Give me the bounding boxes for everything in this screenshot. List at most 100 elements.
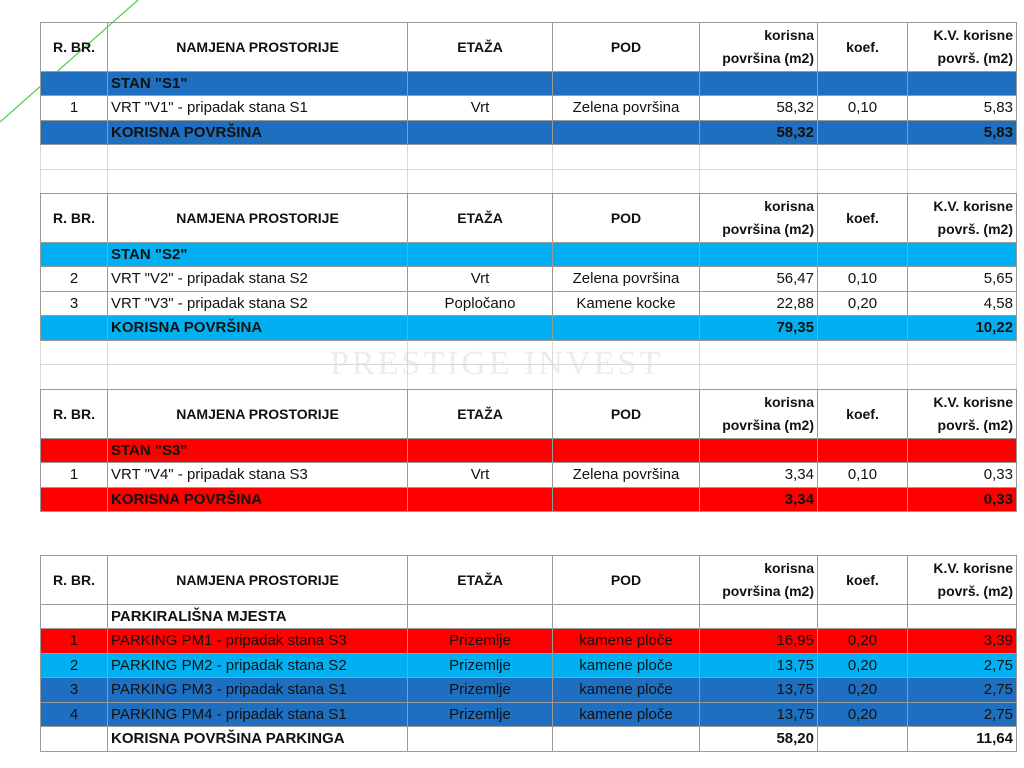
section-row bbox=[40, 605, 108, 629]
data-cell: Vrt bbox=[408, 267, 553, 292]
total-row bbox=[408, 120, 553, 145]
data-cell: Zelena površina bbox=[553, 267, 700, 292]
header-cell: POD bbox=[553, 555, 700, 605]
data-cell: VRT "V2" - pripadak stana S2 bbox=[108, 267, 408, 292]
spacer-cell bbox=[408, 145, 553, 170]
section-row bbox=[408, 439, 553, 463]
spacer-cell bbox=[818, 340, 908, 365]
spacer-cell bbox=[408, 169, 553, 194]
section-row bbox=[408, 72, 553, 96]
data-cell: VRT "V4" - pripadak stana S3 bbox=[108, 463, 408, 488]
data-cell: 1 bbox=[40, 629, 108, 654]
section-row bbox=[408, 605, 553, 629]
spacer-cell bbox=[700, 365, 818, 390]
data-cell: 0,20 bbox=[818, 653, 908, 678]
data-cell: kamene ploče bbox=[553, 629, 700, 654]
spacer-cell bbox=[700, 169, 818, 194]
section-row bbox=[408, 243, 553, 267]
data-cell: 0,20 bbox=[818, 629, 908, 654]
data-cell: kamene ploče bbox=[553, 702, 700, 727]
total-row bbox=[553, 120, 700, 145]
data-cell: 0,10 bbox=[818, 96, 908, 121]
spacer-cell bbox=[553, 145, 700, 170]
spacer-cell bbox=[408, 340, 553, 365]
spacer-cell bbox=[700, 340, 818, 365]
data-cell: Prizemlje bbox=[408, 702, 553, 727]
header-cell: koef. bbox=[818, 389, 908, 439]
header-cell: K.V. korisne površ. (m2) bbox=[908, 555, 1017, 605]
data-cell: Zelena površina bbox=[553, 96, 700, 121]
data-cell: 4,58 bbox=[908, 291, 1017, 316]
total-row: KORISNA POVRŠINA PARKINGA bbox=[108, 727, 408, 752]
section-row bbox=[908, 605, 1017, 629]
total-row: 10,22 bbox=[908, 316, 1017, 341]
header-cell: NAMJENA PROSTORIJE bbox=[108, 22, 408, 72]
data-cell: VRT "V1" - pripadak stana S1 bbox=[108, 96, 408, 121]
spacer-cell bbox=[908, 169, 1017, 194]
spacer-cell bbox=[818, 169, 908, 194]
header-cell: NAMJENA PROSTORIJE bbox=[108, 193, 408, 243]
data-cell: 13,75 bbox=[700, 702, 818, 727]
watermark: PRESTIGE INVEST bbox=[330, 345, 664, 382]
data-cell: 13,75 bbox=[700, 678, 818, 703]
header-cell: R. BR. bbox=[40, 22, 108, 72]
data-cell: 0,10 bbox=[818, 267, 908, 292]
spacer-cell bbox=[108, 365, 408, 390]
data-cell: 16,95 bbox=[700, 629, 818, 654]
header-cell: korisna površina (m2) bbox=[700, 22, 818, 72]
total-row: KORISNA POVRŠINA bbox=[108, 316, 408, 341]
spacer-cell bbox=[818, 365, 908, 390]
section-row bbox=[818, 72, 908, 96]
spacer-cell bbox=[553, 365, 700, 390]
header-cell: K.V. korisne površ. (m2) bbox=[908, 193, 1017, 243]
data-cell: 2 bbox=[40, 267, 108, 292]
total-row bbox=[40, 487, 108, 512]
spacer-cell bbox=[700, 145, 818, 170]
data-cell: 56,47 bbox=[700, 267, 818, 292]
header-cell: K.V. korisne površ. (m2) bbox=[908, 22, 1017, 72]
spacer-cell bbox=[40, 145, 108, 170]
section-row bbox=[553, 243, 700, 267]
section-row: STAN "S2" bbox=[108, 243, 408, 267]
total-row: 58,32 bbox=[700, 120, 818, 145]
header-cell: koef. bbox=[818, 22, 908, 72]
data-cell: VRT "V3" - pripadak stana S2 bbox=[108, 291, 408, 316]
header-cell: R. BR. bbox=[40, 193, 108, 243]
header-cell: POD bbox=[553, 193, 700, 243]
data-cell: Vrt bbox=[408, 463, 553, 488]
data-cell: 0,20 bbox=[818, 291, 908, 316]
total-row bbox=[40, 120, 108, 145]
total-row: 11,64 bbox=[908, 727, 1017, 752]
section-row: STAN "S1" bbox=[108, 72, 408, 96]
total-row: KORISNA POVRŠINA bbox=[108, 120, 408, 145]
data-cell: Prizemlje bbox=[408, 678, 553, 703]
data-cell: PARKING PM4 - pripadak stana S1 bbox=[108, 702, 408, 727]
section-row bbox=[700, 605, 818, 629]
header-cell: R. BR. bbox=[40, 389, 108, 439]
data-cell: Zelena površina bbox=[553, 463, 700, 488]
section-row bbox=[818, 243, 908, 267]
data-cell: PARKING PM3 - pripadak stana S1 bbox=[108, 678, 408, 703]
section-row bbox=[40, 243, 108, 267]
spacer-cell bbox=[908, 145, 1017, 170]
header-cell: R. BR. bbox=[40, 555, 108, 605]
header-cell: korisna površina (m2) bbox=[700, 193, 818, 243]
data-cell: 5,83 bbox=[908, 96, 1017, 121]
data-cell: 2,75 bbox=[908, 678, 1017, 703]
data-cell: PARKING PM1 - pripadak stana S3 bbox=[108, 629, 408, 654]
total-row bbox=[818, 120, 908, 145]
section-row bbox=[700, 72, 818, 96]
total-row: KORISNA POVRŠINA bbox=[108, 487, 408, 512]
data-cell: 3,39 bbox=[908, 629, 1017, 654]
section-row bbox=[908, 439, 1017, 463]
data-cell: Prizemlje bbox=[408, 653, 553, 678]
spacer-cell bbox=[818, 145, 908, 170]
decor-line bbox=[0, 0, 139, 123]
total-row: 58,20 bbox=[700, 727, 818, 752]
total-row bbox=[408, 727, 553, 752]
spacer-cell bbox=[553, 169, 700, 194]
section-row bbox=[908, 243, 1017, 267]
header-cell: POD bbox=[553, 389, 700, 439]
spacer-cell bbox=[108, 145, 408, 170]
data-cell: 2,75 bbox=[908, 702, 1017, 727]
